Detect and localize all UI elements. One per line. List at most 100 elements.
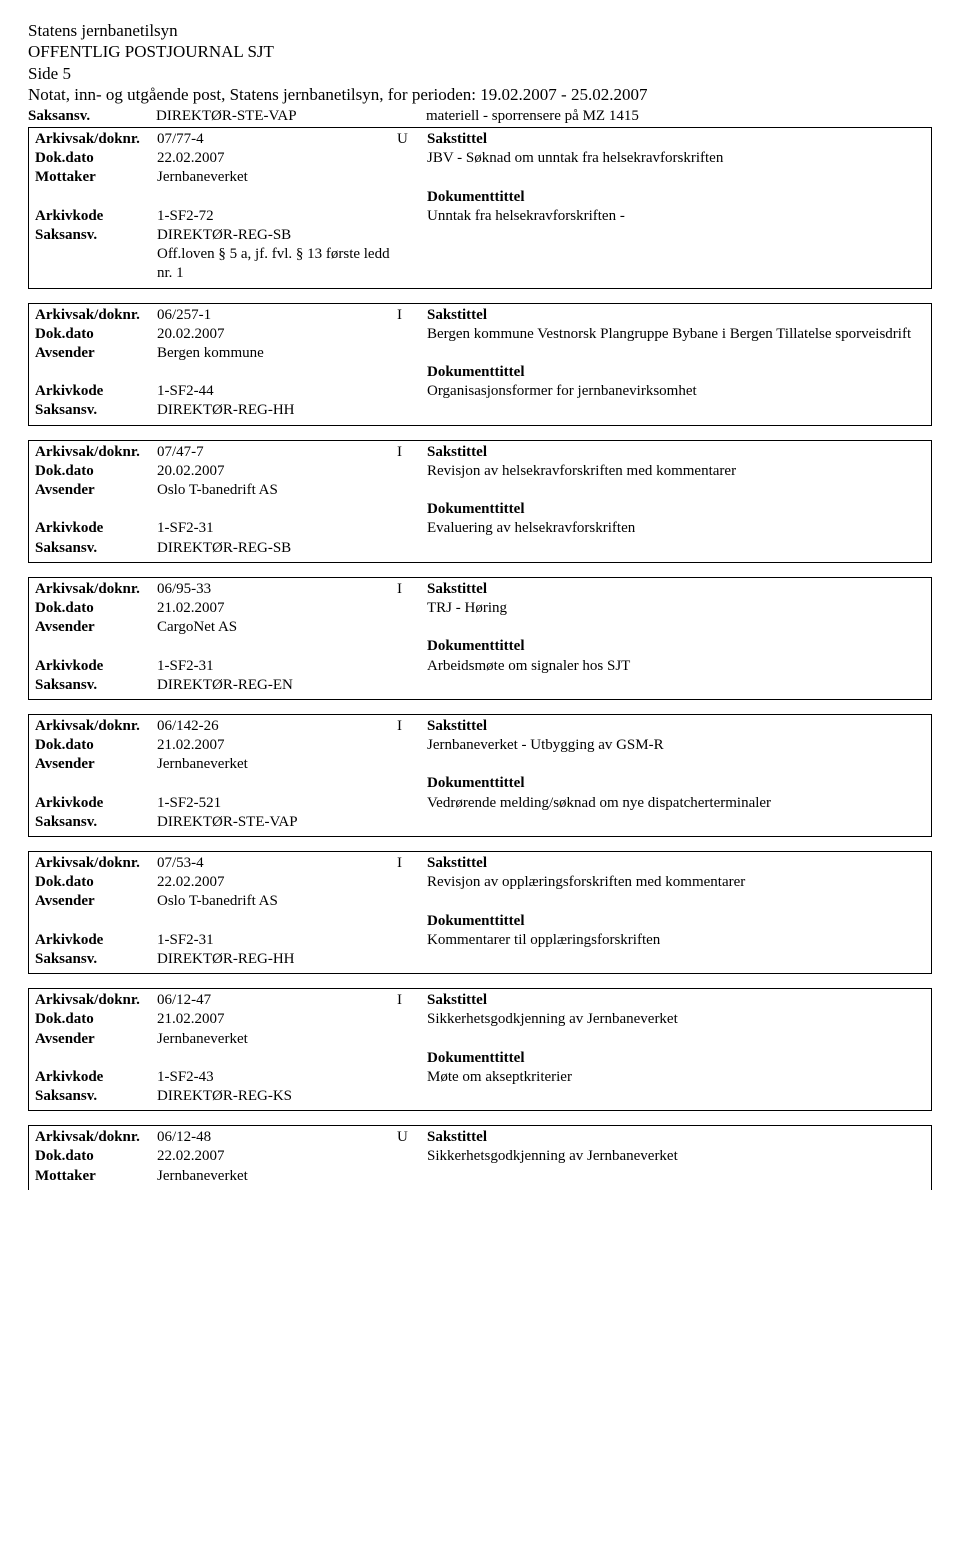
arkivsak-value: 07/53-4 [157, 854, 397, 873]
trailing-right-value: materiell - sporrensere på MZ 1415 [426, 108, 932, 125]
arkivsak-label: Arkivsak/doknr. [35, 717, 157, 736]
sakstittel-value: JBV - Søknad om unntak fra helsekravfors… [427, 149, 925, 168]
arkivkode-value: 1-SF2-31 [157, 931, 397, 950]
party-value: Oslo T-banedrift AS [157, 892, 397, 911]
period-subtitle: Notat, inn- og utgående post, Statens je… [28, 84, 932, 106]
sakstittel-value: Revisjon av helsekravforskriften med kom… [427, 462, 925, 481]
saksansv-label: Saksansv. [35, 813, 157, 832]
dokumenttittel-value: Møte om akseptkriterier [427, 1068, 925, 1087]
party-label: Avsender [35, 344, 157, 363]
direction-value: I [397, 443, 427, 462]
arkivkode-value: 1-SF2-31 [157, 519, 397, 538]
arkivsak-label: Arkivsak/doknr. [35, 306, 157, 325]
dokdato-label: Dok.dato [35, 325, 157, 344]
sakstittel-label: Sakstittel [427, 130, 925, 149]
trailing-record-row: Saksansv. DIREKTØR-STE-VAP materiell - s… [28, 108, 932, 128]
arkivkode-value: 1-SF2-43 [157, 1068, 397, 1087]
dokumenttittel-value: Kommentarer til opplæringsforskriften [427, 931, 925, 950]
direction-value: U [397, 1128, 427, 1147]
arkivkode-label: Arkivkode [35, 1068, 157, 1087]
sakstittel-label: Sakstittel [427, 991, 925, 1010]
sakstittel-label: Sakstittel [427, 443, 925, 462]
dokdato-label: Dok.dato [35, 1147, 157, 1166]
saksansv-label: Saksansv. [35, 1087, 157, 1106]
direction-value: I [397, 854, 427, 873]
sakstittel-value: Sikkerhetsgodkjenning av Jernbaneverket [427, 1010, 925, 1029]
dokumenttittel-label: Dokumenttittel [427, 912, 925, 931]
saksansv-value: DIREKTØR-REG-HH [157, 401, 397, 420]
journal-record: Arkivsak/doknr.06/142-26ISakstittelDok.d… [28, 714, 932, 837]
dokdato-value: 21.02.2007 [157, 736, 397, 755]
dokdato-value: 22.02.2007 [157, 873, 397, 892]
sakstittel-label: Sakstittel [427, 1128, 925, 1147]
journal-record: Arkivsak/doknr.07/53-4ISakstittelDok.dat… [28, 851, 932, 974]
journal-record: Arkivsak/doknr.06/257-1ISakstittelDok.da… [28, 303, 932, 426]
sakstittel-label: Sakstittel [427, 854, 925, 873]
dokumenttittel-label: Dokumenttittel [427, 188, 925, 207]
sakstittel-value: TRJ - Høring [427, 599, 925, 618]
org-name: Statens jernbanetilsyn [28, 20, 932, 41]
dokdato-value: 21.02.2007 [157, 599, 397, 618]
records-container: Arkivsak/doknr.07/77-4USakstittelDok.dat… [28, 128, 932, 1190]
party-value: Jernbaneverket [157, 1030, 397, 1049]
arkivsak-value: 06/12-48 [157, 1128, 397, 1147]
dokumenttittel-value: Evaluering av helsekravforskriften [427, 519, 925, 538]
direction-value: I [397, 580, 427, 599]
dokdato-value: 20.02.2007 [157, 462, 397, 481]
arkivsak-value: 06/257-1 [157, 306, 397, 325]
arkivkode-label: Arkivkode [35, 519, 157, 538]
arkivkode-label: Arkivkode [35, 657, 157, 676]
arkivsak-value: 06/142-26 [157, 717, 397, 736]
arkivsak-label: Arkivsak/doknr. [35, 443, 157, 462]
party-label: Avsender [35, 481, 157, 500]
arkivsak-label: Arkivsak/doknr. [35, 1128, 157, 1147]
party-value: Oslo T-banedrift AS [157, 481, 397, 500]
arkivsak-label: Arkivsak/doknr. [35, 130, 157, 149]
arkivsak-value: 07/77-4 [157, 130, 397, 149]
journal-record: Arkivsak/doknr.06/95-33ISakstittelDok.da… [28, 577, 932, 700]
party-label: Avsender [35, 1030, 157, 1049]
dokumenttittel-value: Unntak fra helsekravforskriften - [427, 207, 925, 226]
saksansv-value: DIREKTØR-REG-KS [157, 1087, 397, 1106]
trailing-saksansv-label: Saksansv. [28, 108, 156, 125]
saksansv-value: DIREKTØR-REG-EN [157, 676, 397, 695]
dokdato-label: Dok.dato [35, 462, 157, 481]
dokumenttittel-label: Dokumenttittel [427, 500, 925, 519]
dokumenttittel-label: Dokumenttittel [427, 1049, 925, 1068]
saksansv-extra: Off.loven § 5 a, jf. fvl. § 13 første le… [157, 245, 397, 283]
direction-value: I [397, 717, 427, 736]
page-number: Side 5 [28, 63, 932, 84]
dokdato-value: 21.02.2007 [157, 1010, 397, 1029]
dokdato-value: 22.02.2007 [157, 1147, 397, 1166]
party-value: Jernbaneverket [157, 168, 397, 187]
journal-record: Arkivsak/doknr.06/12-48USakstittel Dok.da… [28, 1125, 932, 1190]
dokumenttittel-label: Dokumenttittel [427, 637, 925, 656]
party-label: Mottaker [35, 168, 157, 187]
arkivsak-value: 06/95-33 [157, 580, 397, 599]
saksansv-value: DIREKTØR-STE-VAP [157, 813, 397, 832]
party-label: Avsender [35, 892, 157, 911]
dokdato-label: Dok.dato [35, 149, 157, 168]
arkivkode-label: Arkivkode [35, 382, 157, 401]
arkivkode-value: 1-SF2-31 [157, 657, 397, 676]
saksansv-label: Saksansv. [35, 676, 157, 695]
dokdato-value: 20.02.2007 [157, 325, 397, 344]
journal-record: Arkivsak/doknr.07/77-4USakstittel Dok.dat… [28, 128, 932, 289]
direction-value: I [397, 991, 427, 1010]
saksansv-value: DIREKTØR-REG-SB [157, 539, 397, 558]
dokumenttittel-value: Vedrørende melding/søknad om nye dispatc… [427, 794, 925, 813]
direction-value: I [397, 306, 427, 325]
dokumenttittel-value: Arbeidsmøte om signaler hos SJT [427, 657, 925, 676]
arkivkode-value: 1-SF2-72 [157, 207, 397, 226]
party-label: Mottaker [35, 1167, 157, 1186]
journal-record: Arkivsak/doknr.06/12-47ISakstittelDok.da… [28, 988, 932, 1111]
saksansv-label: Saksansv. [35, 226, 157, 245]
direction-value: U [397, 130, 427, 149]
sakstittel-value: Jernbaneverket - Utbygging av GSM-R [427, 736, 925, 755]
sakstittel-value: Revisjon av opplæringsforskriften med ko… [427, 873, 925, 892]
journal-title: OFFENTLIG POSTJOURNAL SJT [28, 41, 932, 62]
party-value: CargoNet AS [157, 618, 397, 637]
saksansv-value: DIREKTØR-REG-SB [157, 226, 397, 245]
arkivsak-value: 07/47-7 [157, 443, 397, 462]
saksansv-label: Saksansv. [35, 539, 157, 558]
